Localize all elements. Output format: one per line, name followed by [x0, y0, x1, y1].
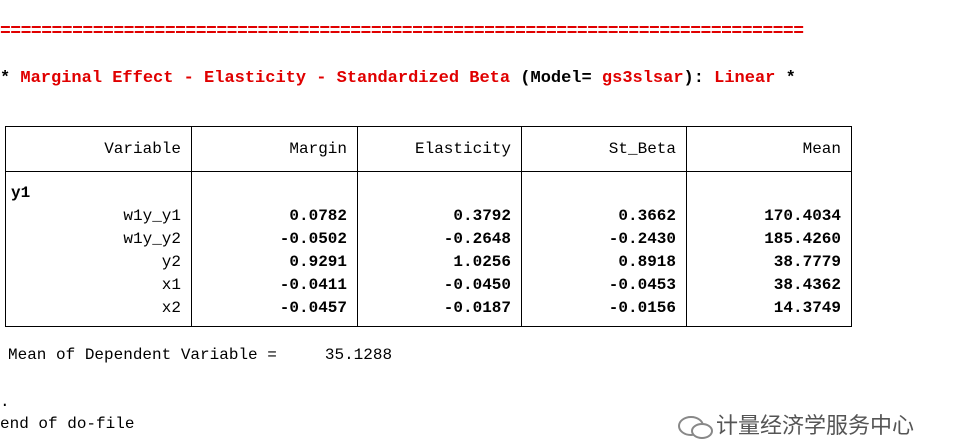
footer-value: 35.1288	[324, 346, 393, 364]
footer-label: Mean of Dependent Variable =	[8, 346, 277, 364]
value-cell: -0.0156	[521, 297, 687, 327]
model-close: ):	[683, 69, 704, 88]
header-cell: Margin	[191, 126, 358, 172]
watermark-text: 计量经济学服务中心	[716, 414, 915, 439]
star: *	[0, 69, 11, 88]
end-line: end of do-file	[0, 415, 135, 433]
value-cell: 1.0256	[357, 251, 522, 274]
value-cell: 185.4260	[686, 228, 852, 251]
variable-cell: w1y_y2	[5, 228, 192, 251]
value-cell: 38.7779	[686, 251, 852, 274]
empty-cell	[686, 171, 852, 205]
model-name: gs3slsar	[601, 69, 684, 88]
value-cell: 170.4034	[686, 205, 852, 228]
value-cell: 0.9291	[191, 251, 358, 274]
empty-cell	[191, 171, 358, 205]
header-cell: St_Beta	[521, 126, 687, 172]
data-row: x2 -0.0457 -0.0187 -0.0156 14.3749	[5, 297, 852, 327]
group-row: y1	[5, 171, 852, 205]
value-cell: -0.0457	[191, 297, 358, 327]
value-cell: 0.0782	[191, 205, 358, 228]
value-cell: -0.0450	[357, 274, 522, 297]
variable-cell: x1	[5, 274, 192, 297]
model-form: Linear	[714, 69, 776, 88]
heading-title: Marginal Effect - Elasticity - Standardi…	[20, 69, 511, 88]
header-cell: Mean	[686, 126, 852, 172]
wechat-icon	[678, 416, 713, 439]
value-cell: 0.3792	[357, 205, 522, 228]
separator: ========================================…	[0, 22, 804, 42]
header-row: Variable Margin Elasticity St_Beta Mean	[5, 126, 852, 172]
group-label: y1	[5, 171, 192, 205]
value-cell: 0.8918	[521, 251, 687, 274]
data-row: x1 -0.0411 -0.0450 -0.0453 38.4362	[5, 274, 852, 297]
value-cell: -0.0187	[357, 297, 522, 327]
watermark: 计量经济学服务中心	[676, 388, 914, 440]
footer: Mean of Dependent Variable = 35.1288	[8, 345, 392, 365]
value-cell: 14.3749	[686, 297, 852, 327]
heading: * Marginal Effect - Elasticity - Standar…	[0, 69, 796, 89]
variable-cell: x2	[5, 297, 192, 327]
value-cell: -0.2430	[521, 228, 687, 251]
star: *	[785, 69, 796, 88]
data-row: w1y_y2 -0.0502 -0.2648 -0.2430 185.4260	[5, 228, 852, 251]
dot: .	[0, 393, 10, 411]
variable-cell: w1y_y1	[5, 205, 192, 228]
data-row: y2 0.9291 1.0256 0.8918 38.7779	[5, 251, 852, 274]
value-cell: -0.0411	[191, 274, 358, 297]
results-table: Variable Margin Elasticity St_Beta Mean y1 w1…	[5, 126, 852, 327]
data-row: w1y_y1 0.0782 0.3792 0.3662 170.4034	[5, 205, 852, 228]
value-cell: -0.2648	[357, 228, 522, 251]
variable-cell: y2	[5, 251, 192, 274]
empty-cell	[521, 171, 687, 205]
value-cell: 0.3662	[521, 205, 687, 228]
header-cell: Elasticity	[357, 126, 522, 172]
value-cell: -0.0453	[521, 274, 687, 297]
empty-cell	[357, 171, 522, 205]
value-cell: 38.4362	[686, 274, 852, 297]
value-cell: -0.0502	[191, 228, 358, 251]
header-cell: Variable	[5, 126, 192, 172]
model-label: (Model=	[520, 69, 592, 88]
